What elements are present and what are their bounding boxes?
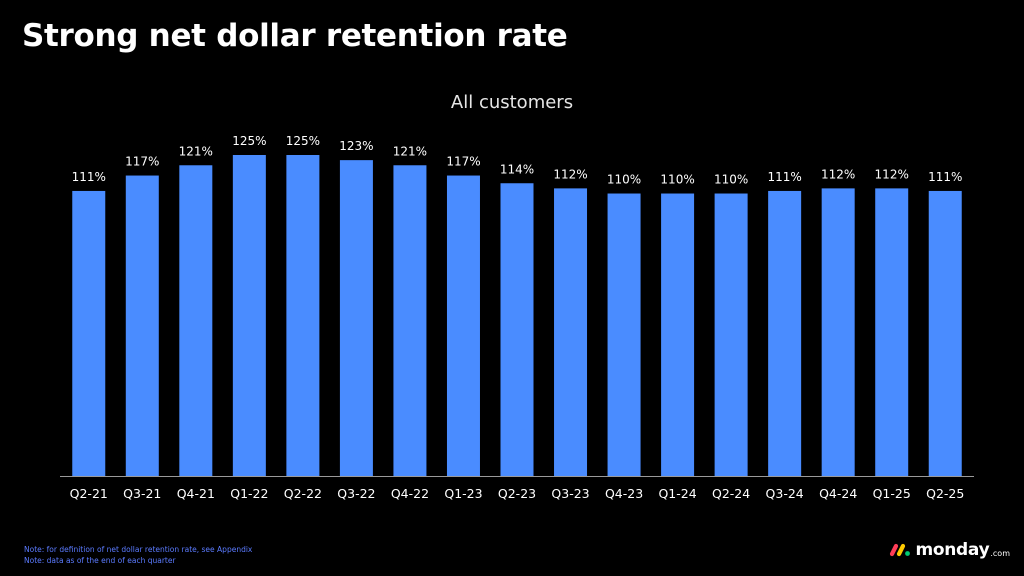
- x-tick-label-q2-21: Q2-21: [70, 486, 108, 501]
- bar-value-label-q4-22: 121%: [393, 144, 427, 158]
- bar-q1-22: [232, 155, 266, 476]
- bar-value-label-q1-22: 125%: [232, 134, 266, 148]
- x-tick-label-q2-23: Q2-23: [498, 486, 536, 501]
- monday-logo-text: monday: [915, 540, 990, 560]
- footnote-definition: Note: for definition of net dollar reten…: [24, 545, 253, 554]
- x-tick-label-q2-24: Q2-24: [712, 486, 750, 501]
- bar-q1-23: [446, 175, 480, 477]
- bar-value-label-q2-23: 114%: [500, 162, 534, 176]
- x-tick-label-q3-21: Q3-21: [123, 486, 161, 501]
- x-tick-label-q3-24: Q3-24: [766, 486, 804, 501]
- bar-value-label-q3-22: 123%: [339, 139, 373, 153]
- bar-value-label-q3-23: 112%: [553, 167, 587, 181]
- bar-value-label-q1-25: 112%: [875, 167, 909, 181]
- x-tick-label-q1-25: Q1-25: [873, 486, 911, 501]
- bar-value-label-q4-21: 121%: [179, 144, 213, 158]
- bar-q2-24: [714, 193, 748, 476]
- bar-value-label-q2-25: 111%: [928, 170, 962, 184]
- bar-value-label-q3-21: 117%: [125, 155, 159, 169]
- x-tick-label-q1-24: Q1-24: [658, 486, 696, 501]
- bar-value-label-q1-24: 110%: [660, 173, 694, 187]
- bar-q4-22: [393, 165, 427, 476]
- bar-q3-23: [554, 188, 588, 476]
- x-tick-label-q1-23: Q1-23: [444, 486, 482, 501]
- x-tick-label-group: Q2-21 Q3-21 Q4-21 Q1-22 Q2-22 Q3-22 Q4-22 Q1-23…: [70, 486, 965, 501]
- x-tick-label-q3-22: Q3-22: [337, 486, 375, 501]
- chart-title: All customers: [450, 92, 574, 113]
- monday-logo-suffix: .com: [990, 548, 1010, 558]
- x-tick-label-q2-22: Q2-22: [284, 486, 322, 501]
- bar-q3-24: [768, 190, 802, 476]
- bar-q4-24: [821, 188, 855, 476]
- bar-value-label-q4-23: 110%: [607, 173, 641, 187]
- bar-value-label-q2-24: 110%: [714, 173, 748, 187]
- footnote-data-date: Note: data as of the end of each quarter: [24, 556, 176, 565]
- monday-logo-icon: [889, 543, 911, 557]
- x-tick-label-q2-25: Q2-25: [926, 486, 964, 501]
- bar-q4-23: [607, 193, 641, 476]
- bar-value-label-q4-24: 112%: [821, 167, 855, 181]
- bar-value-label-q1-23: 117%: [446, 155, 480, 169]
- x-tick-label-q4-23: Q4-23: [605, 486, 643, 501]
- bar-value-label-q3-24: 111%: [767, 170, 801, 184]
- bar-q1-24: [661, 193, 695, 476]
- monday-logo: monday .com: [889, 538, 1010, 562]
- bar-q2-25: [928, 190, 962, 476]
- x-tick-label-q1-22: Q1-22: [230, 486, 268, 501]
- bar-value-label-q2-22: 125%: [286, 134, 320, 148]
- bar-value-label-q2-21: 111%: [72, 170, 106, 184]
- x-tick-label-q3-23: Q3-23: [551, 486, 589, 501]
- bar-q3-22: [339, 160, 373, 476]
- bar-label-group: 111% 117% 121% 125% 125% 123% 121% 117% 114% 112%…: [72, 134, 963, 187]
- footnotes: Note: for definition of net dollar reten…: [24, 544, 252, 566]
- page-title: Strong net dollar retention rate: [22, 18, 568, 54]
- x-tick-label-q4-22: Q4-22: [391, 486, 429, 501]
- x-tick-label-q4-24: Q4-24: [819, 486, 857, 501]
- bar-q2-22: [286, 155, 320, 476]
- bar-q2-23: [500, 183, 534, 476]
- x-tick-label-q4-21: Q4-21: [177, 486, 215, 501]
- bar-q3-21: [125, 175, 159, 477]
- bar-group: [72, 155, 962, 477]
- bar-q1-25: [875, 188, 909, 476]
- bar-q2-21: [72, 190, 106, 476]
- bar-q4-21: [179, 165, 213, 476]
